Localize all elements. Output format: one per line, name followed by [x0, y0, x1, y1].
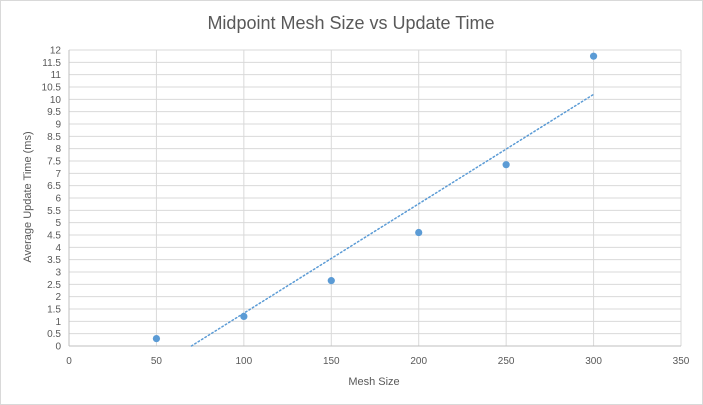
y-tick-label: 9 — [55, 120, 61, 131]
y-tick-label: 7.5 — [47, 157, 61, 168]
data-point — [240, 312, 248, 320]
data-points — [152, 52, 598, 343]
y-tick-label: 2 — [55, 292, 61, 303]
data-point — [152, 335, 161, 343]
y-tick-label: 5.5 — [47, 206, 61, 217]
tick-labels: 00.511.522.533.544.555.566.577.588.599.5… — [42, 46, 690, 368]
y-tick-label: 3 — [55, 268, 61, 279]
y-tick-label: 5 — [55, 218, 61, 229]
y-tick-label: 1 — [55, 317, 61, 328]
x-tick-label: 250 — [498, 356, 515, 367]
y-tick-label: 9.5 — [47, 107, 61, 118]
x-tick-label: 100 — [236, 356, 253, 367]
y-tick-label: 0 — [55, 342, 61, 353]
y-tick-label: 8 — [55, 144, 61, 155]
y-tick-label: 12 — [50, 46, 62, 57]
y-tick-label: 7 — [55, 169, 61, 180]
trendline-layer — [190, 93, 595, 347]
y-tick-label: 11 — [51, 70, 62, 81]
data-point — [415, 228, 423, 237]
y-tick-label: 2.5 — [47, 280, 61, 291]
y-tick-label: 1.5 — [47, 305, 61, 316]
x-tick-label: 0 — [66, 356, 72, 367]
gridlines — [69, 49, 682, 346]
x-axis-title: Mesh Size — [348, 376, 399, 388]
x-tick-label: 200 — [410, 356, 427, 367]
y-tick-label: 8.5 — [47, 132, 61, 143]
y-tick-label: 4.5 — [47, 231, 61, 242]
y-tick-label: 3.5 — [47, 255, 61, 266]
axes — [68, 50, 681, 347]
y-tick-label: 10.5 — [42, 83, 62, 94]
y-tick-label: 6.5 — [47, 181, 61, 192]
data-point — [327, 277, 335, 285]
x-tick-label: 300 — [585, 356, 602, 367]
data-point — [502, 161, 510, 169]
y-tick-label: 6 — [55, 194, 61, 205]
y-tick-label: 0.5 — [47, 329, 61, 340]
x-tick-label: 50 — [151, 356, 163, 367]
y-tick-label: 4 — [55, 243, 61, 254]
y-tick-label: 11.5 — [42, 58, 61, 69]
chart-title: Midpoint Mesh Size vs Update Time — [207, 13, 494, 33]
x-tick-label: 150 — [323, 356, 340, 367]
y-axis-title: Average Update Time (ms) — [22, 131, 34, 262]
x-tick-label: 350 — [673, 356, 690, 367]
data-point — [589, 52, 598, 60]
y-tick-label: 10 — [50, 95, 62, 106]
linear-trendline — [190, 93, 595, 347]
